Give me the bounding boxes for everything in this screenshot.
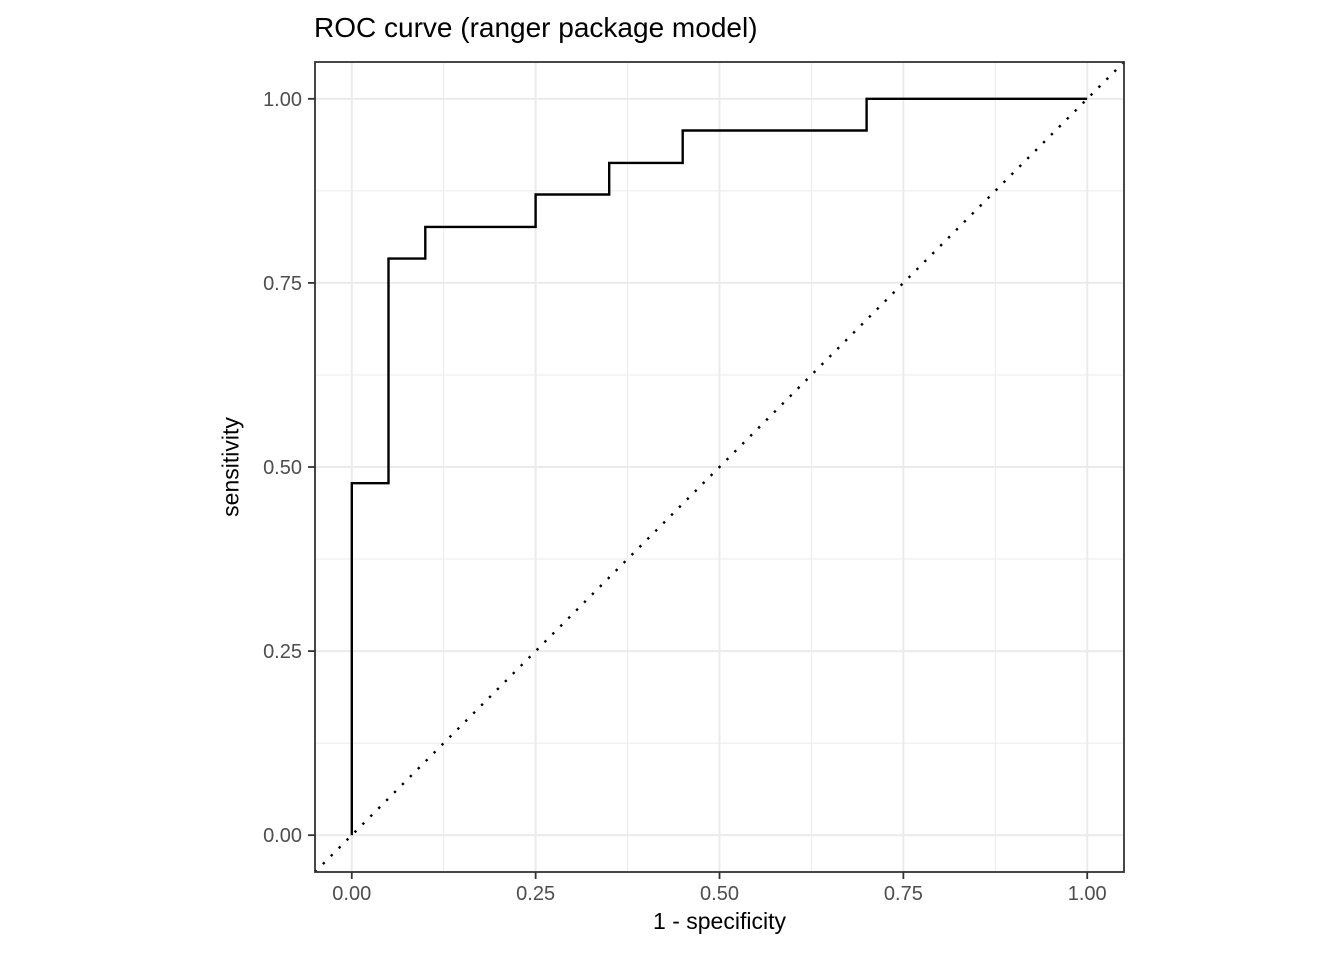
x-tick-label: 1.00	[1068, 883, 1107, 905]
y-tick-label: 0.25	[263, 641, 302, 663]
x-tick-label: 0.25	[516, 883, 555, 905]
y-tick-label: 0.50	[263, 457, 302, 479]
y-tick-label: 0.75	[263, 273, 302, 295]
y-tick-label: 0.00	[263, 825, 302, 847]
x-tick-label: 0.75	[884, 883, 923, 905]
x-tick-label: 0.50	[700, 883, 739, 905]
x-tick-label: 0.00	[332, 883, 371, 905]
chance-diagonal-line	[314, 61, 1125, 873]
y-axis-label: sensitivity	[217, 417, 244, 517]
roc-curve-line	[350, 97, 1088, 836]
chart-title: ROC curve (ranger package model)	[314, 12, 758, 43]
x-axis-label: 1 - specificity	[653, 908, 786, 934]
y-tick-label: 1.00	[263, 89, 302, 111]
